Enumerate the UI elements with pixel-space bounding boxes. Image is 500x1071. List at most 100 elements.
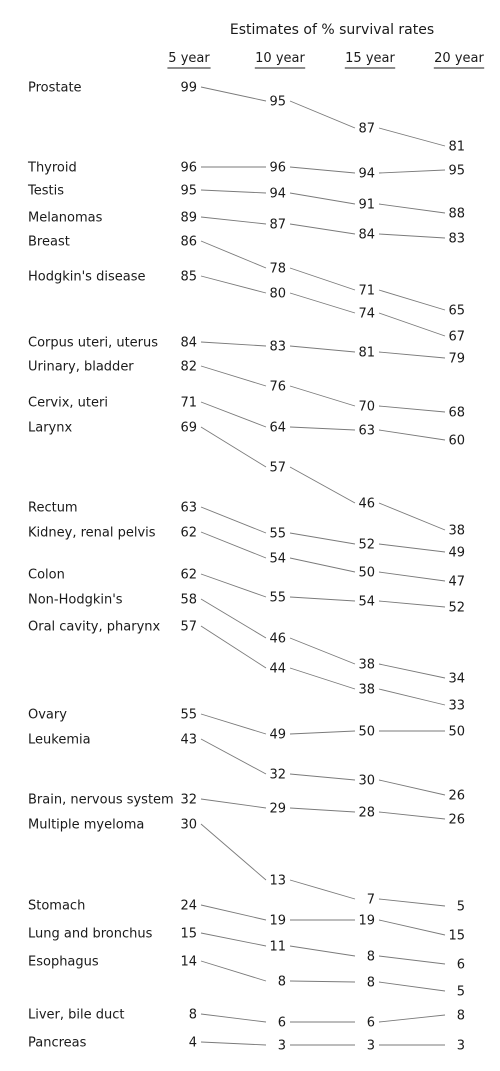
value-label: 63 (358, 424, 375, 439)
slope-segment (200, 738, 267, 775)
value-label: 55 (269, 591, 286, 606)
slope-segment (289, 980, 356, 983)
slope-segment (378, 898, 446, 907)
slope-segment (378, 811, 446, 820)
value-label: 13 (269, 874, 286, 889)
row-label: Corpus uteri, uterus (28, 336, 158, 351)
slope-segment (378, 312, 446, 337)
value-label: 65 (448, 304, 465, 319)
value-label: 58 (180, 593, 197, 608)
value-label: 68 (448, 406, 465, 421)
slope-segment (200, 798, 267, 809)
value-label: 57 (269, 461, 286, 476)
slope-segment (289, 532, 356, 545)
slope-segment (289, 426, 356, 431)
value-label: 85 (180, 270, 197, 285)
value-label: 19 (269, 914, 286, 929)
value-label: 64 (269, 421, 286, 436)
value-label: 8 (367, 976, 375, 991)
slope-segment (289, 292, 356, 314)
slope-segment (378, 502, 446, 531)
row-label: Stomach (28, 899, 85, 914)
value-label: 6 (367, 1016, 375, 1031)
row-label: Testis (27, 184, 64, 199)
slope-segment (378, 405, 446, 413)
value-label: 83 (448, 232, 465, 247)
value-label: 15 (180, 927, 197, 942)
slope-segment (289, 192, 356, 205)
chart-title: Estimates of % survival rates (230, 22, 434, 38)
value-label: 44 (269, 662, 286, 677)
value-label: 24 (180, 899, 197, 914)
value-label: 89 (180, 211, 197, 226)
slope-segment (289, 596, 356, 602)
value-label: 46 (269, 632, 286, 647)
value-label: 50 (358, 566, 375, 581)
row-label: Pancreas (28, 1036, 87, 1051)
value-label: 62 (180, 568, 197, 583)
slope-segment (378, 600, 446, 608)
slope-segment (289, 166, 356, 174)
value-label: 55 (269, 527, 286, 542)
slope-segment (289, 100, 356, 129)
slope-segment (289, 637, 356, 665)
slope-segment (200, 86, 267, 102)
value-label: 71 (358, 284, 375, 299)
column-header: 15 year (345, 51, 395, 66)
slope-segment (289, 557, 356, 573)
slope-segment (378, 169, 446, 174)
value-label: 6 (278, 1016, 286, 1031)
slope-segment (378, 1014, 446, 1023)
value-label: 86 (180, 235, 197, 250)
row-label: Oral cavity, pharynx (28, 620, 160, 635)
value-label: 8 (367, 950, 375, 965)
value-label: 49 (269, 728, 286, 743)
value-label: 82 (180, 360, 197, 375)
slope-segment (200, 960, 267, 982)
slope-segment (378, 981, 446, 992)
slope-segment (200, 275, 267, 294)
value-label: 46 (358, 497, 375, 512)
value-label: 88 (448, 207, 465, 222)
value-label: 79 (448, 352, 465, 367)
row-label: Melanomas (28, 211, 103, 226)
value-label: 96 (269, 161, 286, 176)
value-label: 71 (180, 396, 197, 411)
slope-segment (289, 730, 356, 735)
row-label: Kidney, renal pelvis (28, 526, 156, 541)
value-label: 8 (457, 1009, 465, 1024)
slope-segment (200, 904, 267, 921)
slope-segment (378, 779, 446, 796)
value-label: 3 (367, 1039, 375, 1054)
value-label: 49 (448, 546, 465, 561)
value-label: 4 (189, 1036, 197, 1051)
value-label: 3 (457, 1039, 465, 1054)
value-label: 91 (358, 198, 375, 213)
value-label: 5 (457, 900, 465, 915)
value-label: 94 (358, 167, 375, 182)
value-label: 70 (358, 400, 375, 415)
slope-segment (200, 240, 267, 269)
row-label: Non-Hodgkin's (28, 593, 123, 608)
value-label: 84 (180, 336, 197, 351)
value-label: 19 (358, 914, 375, 929)
value-label: 57 (180, 620, 197, 635)
row-label: Hodgkin's disease (28, 270, 145, 285)
slope-segment (200, 365, 267, 387)
value-label: 26 (448, 813, 465, 828)
value-label: 34 (448, 672, 465, 687)
slope-segment (200, 216, 267, 225)
value-label: 96 (180, 161, 197, 176)
value-label: 54 (269, 552, 286, 567)
value-label: 11 (269, 940, 286, 955)
slope-segment (289, 466, 356, 504)
slope-segment (378, 289, 446, 311)
slope-segment (200, 625, 267, 669)
value-label: 87 (269, 218, 286, 233)
value-label: 99 (180, 81, 197, 96)
value-label: 95 (448, 164, 465, 179)
column-header: 5 year (168, 51, 210, 66)
row-label: Lung and bronchus (28, 927, 153, 942)
